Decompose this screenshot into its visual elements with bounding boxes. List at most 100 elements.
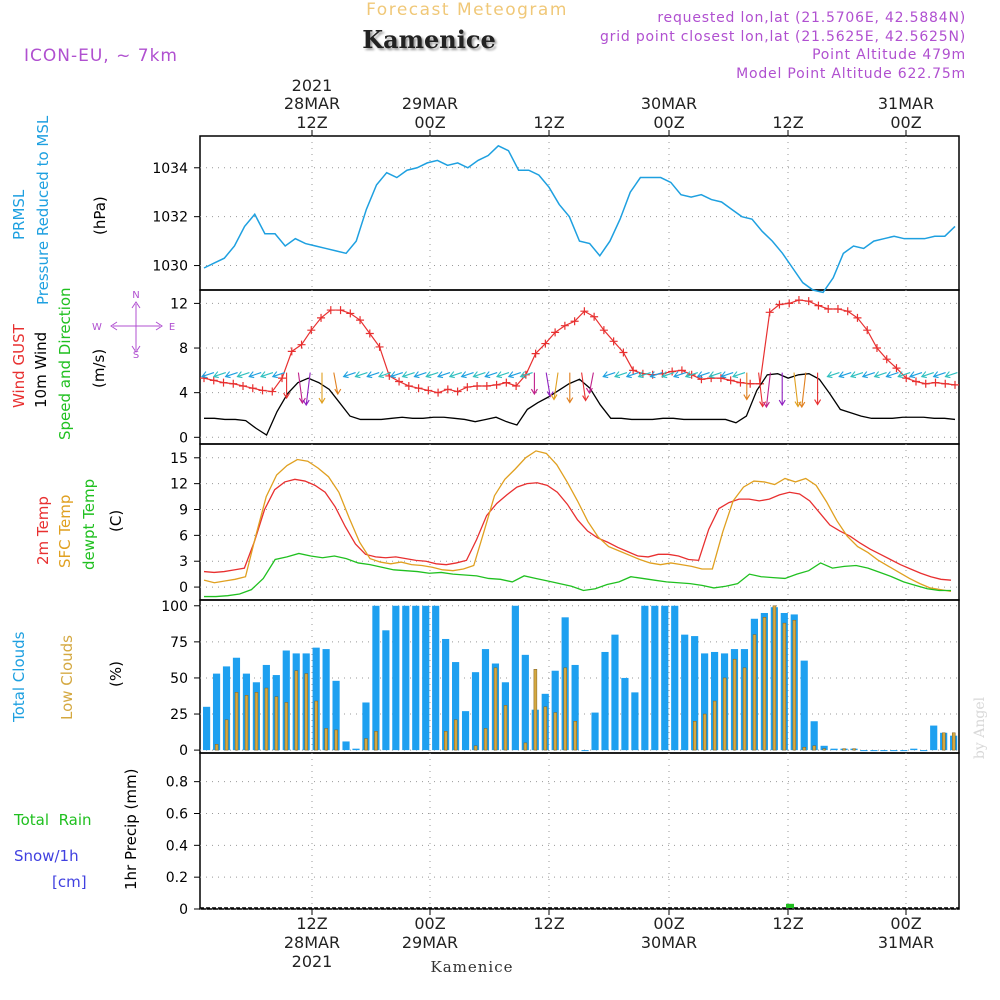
total-cloud-bar [332, 680, 340, 751]
wind-direction-arrow [798, 372, 807, 409]
total-cloud-bar [461, 711, 470, 751]
gust-marker [804, 297, 813, 306]
wind-direction-arrow [625, 371, 639, 379]
sfc-temp-line [203, 450, 952, 593]
gust-marker [434, 388, 443, 397]
gust-marker [872, 344, 881, 353]
gust-marker [941, 379, 950, 388]
panel-4: 0 25 50 75 100 [161, 599, 960, 759]
gust-marker [463, 383, 472, 392]
wind-direction-arrow [758, 372, 767, 408]
low-cloud-bar [264, 687, 269, 751]
low-cloud-bar [274, 696, 279, 751]
low-cloud-bar [543, 706, 548, 751]
wind-direction-arrow [472, 371, 486, 379]
wind-direction-arrow [861, 371, 875, 379]
total-cloud-bar [551, 670, 559, 751]
total-cloud-bar [471, 672, 480, 751]
gust-marker [590, 312, 599, 321]
wind-direction-arrow [302, 372, 311, 407]
wind-direction-arrow [413, 371, 427, 379]
gust-marker [297, 340, 306, 349]
y-tick-label: 50 [170, 671, 188, 687]
total-cloud-bar [203, 706, 211, 751]
low-clouds-label: Low Clouds [58, 635, 76, 720]
wind-10m-label: 10m Wind [32, 332, 50, 408]
top-hour-label: 12Z [533, 113, 564, 132]
snow-unit-label: [cm] [52, 873, 87, 891]
wind-direction-arrow [224, 371, 238, 379]
gust-marker [336, 306, 345, 315]
y-tick-label: 3 [179, 554, 188, 570]
wind-direction-arrow [732, 371, 746, 379]
gust-marker [531, 349, 540, 358]
total-cloud-bar [222, 666, 231, 751]
total-cloud-bar [382, 630, 390, 751]
gust-marker [287, 347, 296, 356]
panel-3: 0 3 6 9 12 15 [170, 443, 960, 601]
wind-direction-arrow [793, 372, 802, 408]
low-cloud-bar [693, 720, 697, 751]
gust-marker [814, 301, 823, 310]
low-cloud-bar [822, 748, 826, 751]
low-cloud-bar [254, 692, 259, 751]
gust-marker [911, 377, 920, 386]
wind-unit: (m/s) [90, 349, 108, 388]
gust-marker [512, 381, 521, 390]
total-cloud-bar [422, 605, 430, 751]
gust-marker [697, 375, 706, 384]
low-cloud-bar [782, 622, 787, 751]
wind-direction-arrow [850, 371, 864, 379]
wind-direction-arrow [873, 371, 887, 379]
y-tick-label: 0 [179, 580, 188, 596]
total-cloud-bar [342, 741, 350, 751]
y-tick-label: 6 [179, 528, 188, 544]
wind-direction-arrow [838, 371, 852, 379]
bottom-hour-label: 00Z [653, 914, 684, 933]
panel-frame [199, 135, 960, 291]
wind-direction-arrow [389, 371, 403, 379]
gust-marker [824, 304, 833, 313]
bottom-hour-label: 00Z [890, 914, 921, 933]
y-tick-label: 12 [170, 296, 188, 312]
top-hour-label: 00Z [653, 113, 684, 132]
gust-marker [248, 384, 257, 393]
wind-panel-label: Wind GUST 10m Wind Speed and Direction (… [10, 287, 175, 440]
wind-direction-arrow [684, 371, 698, 379]
top-date-label: 31MAR [878, 94, 934, 113]
top-hour-label: 00Z [890, 113, 921, 132]
gust-marker [375, 342, 384, 351]
pressure-line [203, 144, 956, 294]
gust-marker [736, 378, 745, 387]
gust-marker [551, 328, 560, 337]
gust-marker [765, 308, 774, 317]
low-cloud-bar [702, 713, 707, 751]
y-tick-label: 1030 [152, 259, 188, 275]
y-tick-label: 8 [179, 341, 188, 357]
low-cloud-bar [364, 738, 368, 751]
gust-marker [609, 337, 618, 346]
watermark: by Angel [972, 696, 988, 759]
low-cloud-bar [812, 745, 817, 751]
gust-marker [258, 386, 267, 395]
total-cloud-bar [631, 692, 639, 751]
gust-marker [473, 381, 482, 390]
total-cloud-bar [372, 605, 380, 751]
wind-direction-arrow [297, 372, 306, 405]
wind-direction-arrow [260, 371, 274, 379]
gust-marker [716, 374, 725, 383]
model-label: ICON-EU, ~ 7km [24, 46, 178, 66]
gust-marker [326, 306, 335, 315]
top-hour-label: 12Z [772, 113, 803, 132]
wind-direction-arrow [425, 371, 439, 379]
wind-direction-arrow [637, 371, 651, 379]
wind-direction-arrow [743, 372, 751, 401]
compass-rose: N S W E [92, 290, 175, 361]
bottom-hour-label: 00Z [414, 914, 445, 933]
low-cloud-bar [772, 605, 777, 751]
top-date-label: 28MAR [284, 94, 340, 113]
gust-marker [580, 307, 589, 316]
wind-direction-arrow [708, 371, 722, 379]
wind-direction-arrow [212, 371, 226, 379]
